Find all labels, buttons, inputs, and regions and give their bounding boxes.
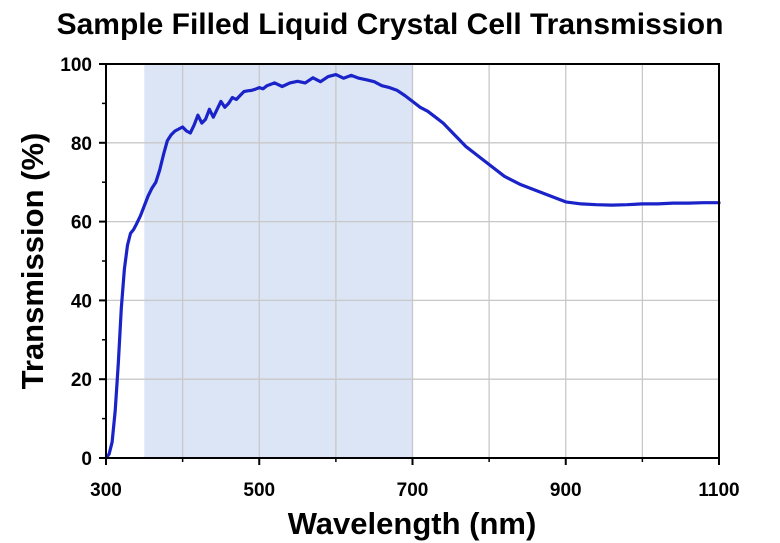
highlight-band <box>144 64 413 458</box>
x-tick-label: 900 <box>550 480 582 501</box>
x-tick-label: 500 <box>243 480 275 501</box>
series-line <box>104 72 721 460</box>
x-tick-label: 700 <box>397 480 429 501</box>
y-tick-label: 60 <box>71 213 92 234</box>
x-tick-label: 300 <box>90 480 122 501</box>
y-axis-label: Transmission (%) <box>15 133 50 390</box>
chart-title: Sample Filled Liquid Crystal Cell Transm… <box>57 8 724 41</box>
y-tick-label: 20 <box>71 370 92 391</box>
y-tick-label: 80 <box>71 134 92 155</box>
plot-area: 300 500 700 900 1100 0 20 40 60 80 100 <box>60 55 739 501</box>
x-tick-label: 1100 <box>698 480 739 501</box>
y-tick-label: 100 <box>60 55 92 76</box>
x-axis-label: Wavelength (nm) <box>288 506 537 541</box>
y-tick-label: 0 <box>81 449 92 470</box>
y-tick-label: 40 <box>71 291 92 312</box>
